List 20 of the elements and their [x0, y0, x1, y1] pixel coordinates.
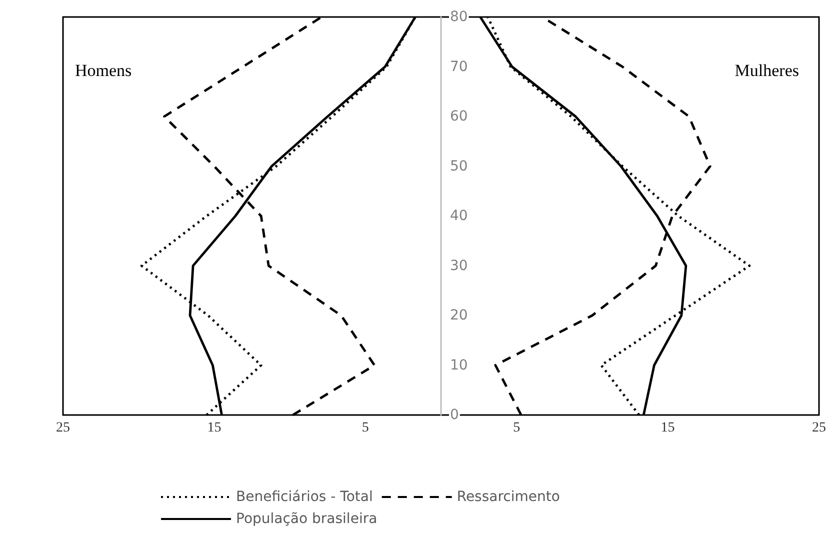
x-tick-label: 15 — [207, 420, 222, 436]
legend-label: Beneficiários - Total — [236, 489, 373, 505]
y-tick-label: 20 — [450, 308, 468, 324]
legend-label: Ressarcimento — [456, 489, 560, 505]
y-tick-label: 70 — [450, 58, 468, 75]
y-tick-label: 0 — [450, 407, 459, 423]
x-tick-label: 15 — [660, 420, 675, 436]
x-tick-label: 25 — [812, 420, 826, 436]
x-tick-label: 5 — [362, 420, 369, 436]
y-tick-label: 80 — [450, 9, 468, 25]
x-tick-label: 25 — [56, 420, 70, 436]
y-tick-label: 10 — [450, 357, 468, 374]
x-tick-label: 5 — [513, 420, 520, 436]
annotation: Mulheres — [734, 61, 800, 80]
legend-label: População brasileira — [236, 511, 378, 527]
y-tick-label: 30 — [450, 258, 468, 274]
annotation: Homens — [75, 61, 132, 80]
y-tick-label: 40 — [450, 208, 468, 224]
y-tick-label: 50 — [450, 158, 468, 174]
y-tick-label: 60 — [450, 108, 468, 124]
